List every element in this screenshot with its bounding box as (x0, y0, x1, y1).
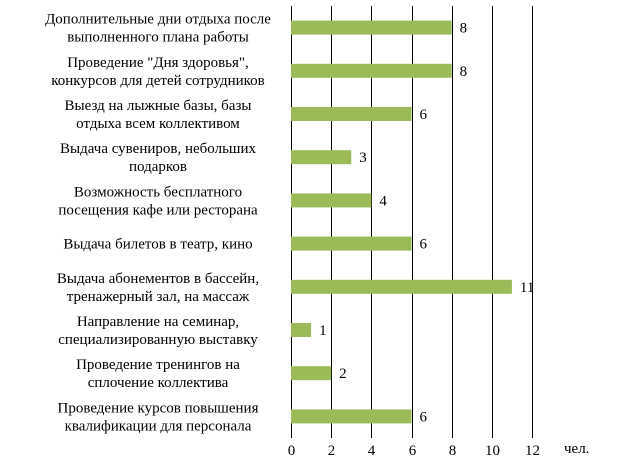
category-label-line: Направление на семинар, (77, 314, 239, 330)
category-label: Выдача билетов в театр, кино (63, 237, 252, 253)
category-labels: Дополнительные дни отдыха после выполненн… (45, 12, 271, 435)
category-label: Направление на семинар, специализированну… (58, 314, 258, 348)
x-tick-label: 10 (485, 443, 500, 459)
bar (291, 366, 332, 381)
bar (291, 236, 412, 251)
data-label: 1 (319, 323, 327, 339)
category-label-line: Проведение "Дня здоровья", (67, 55, 249, 71)
x-tick-label: 0 (288, 443, 296, 459)
x-tick-label: 8 (449, 443, 457, 459)
data-label: 6 (420, 237, 428, 253)
data-label: 8 (460, 64, 468, 80)
data-label: 6 (420, 107, 428, 123)
category-label-line: конкурсов для детей сотрудников (51, 73, 265, 89)
category-label: Проведение тренингов на сплочение коллект… (76, 357, 240, 391)
data-label: 6 (420, 409, 428, 425)
data-label: 11 (520, 280, 534, 296)
category-label: Проведение "Дня здоровья", конкурсов для … (51, 55, 265, 89)
category-label-line: сплочение коллектива (88, 375, 229, 391)
category-label-line: Проведение курсов повышения (58, 400, 259, 416)
bar (291, 150, 352, 165)
bar (291, 193, 372, 208)
x-axis-ticks: 0 2 4 6 8 10 12 (288, 443, 540, 459)
data-label: 2 (339, 366, 347, 382)
bars (291, 20, 512, 424)
category-label-line: Выезд на лыжные базы, базы (65, 98, 252, 114)
category-label: Выдача сувениров, небольших подарков (60, 141, 256, 175)
data-label: 3 (359, 150, 367, 166)
bar (291, 279, 512, 294)
gridlines (291, 6, 533, 438)
bar (291, 323, 312, 337)
category-label-line: выполненного плана работы (67, 30, 249, 46)
bar (291, 409, 412, 424)
category-label-line: Выдача сувениров, небольших (60, 141, 256, 157)
category-label-line: квалификации для персонала (65, 418, 252, 434)
bar (291, 107, 412, 121)
category-label-line: Проведение тренингов на (76, 357, 240, 373)
category-label: Выдача абонементов в бассейн, тренажерный… (57, 271, 259, 305)
category-label-line: Дополнительные дни отдыха после (45, 12, 271, 28)
category-label: Возможность бесплатного посещения кафе ил… (58, 184, 258, 218)
category-label-line: Возможность бесплатного (74, 184, 242, 200)
category-label-line: Выдача билетов в театр, кино (63, 237, 252, 253)
category-label: Выезд на лыжные базы, базы отдыха всем ко… (65, 98, 252, 132)
data-label: 8 (460, 21, 468, 37)
category-label-line: специализированную выставку (58, 332, 258, 348)
category-label-line: отдыха всем коллективом (76, 116, 240, 132)
bar (291, 63, 452, 78)
x-axis-unit-label: чел. (564, 441, 589, 457)
x-tick-label: 4 (368, 443, 376, 459)
category-label-line: посещения кафе или ресторана (58, 202, 258, 218)
x-tick-label: 6 (409, 443, 417, 459)
data-label: 4 (379, 193, 387, 209)
category-label-line: Выдача абонементов в бассейн, (57, 271, 259, 287)
x-tick-label: 12 (525, 443, 540, 459)
bar (291, 20, 452, 35)
category-label-line: тренажерный зал, на массаж (67, 289, 250, 305)
category-label: Проведение курсов повышения квалификации … (58, 400, 259, 434)
category-label: Дополнительные дни отдыха после выполненн… (45, 12, 271, 46)
category-label-line: подарков (129, 159, 187, 175)
x-tick-label: 2 (328, 443, 336, 459)
